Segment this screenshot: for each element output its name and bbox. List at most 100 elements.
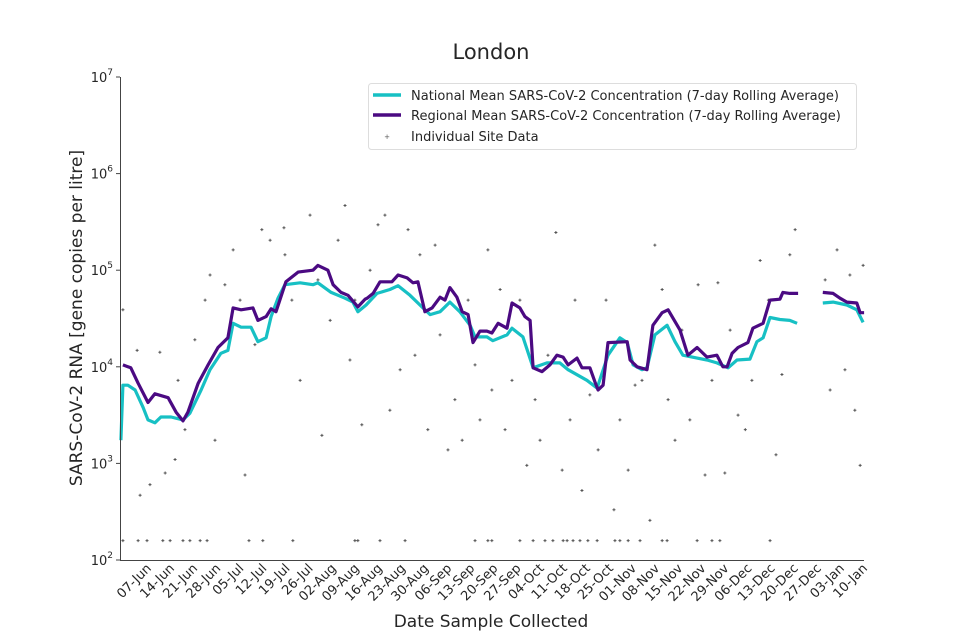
site-data-point	[510, 378, 514, 382]
site-data-point	[666, 398, 670, 402]
site-data-point	[595, 539, 599, 543]
site-data-point	[268, 238, 272, 242]
site-data-point	[604, 298, 608, 302]
site-data-point	[538, 438, 542, 442]
site-data-point	[486, 248, 490, 252]
site-data-point	[298, 378, 302, 382]
lines-layer	[119, 263, 865, 441]
site-data-point	[565, 539, 569, 543]
site-data-point	[348, 358, 352, 362]
site-data-point	[376, 223, 380, 227]
chart-title: London	[453, 40, 530, 64]
y-tick-label: 106	[91, 165, 114, 183]
site-data-point	[316, 278, 320, 282]
site-data-point	[858, 463, 862, 467]
site-data-point	[135, 348, 139, 352]
site-data-point	[613, 539, 617, 543]
site-data-point	[238, 298, 242, 302]
site-data-point	[356, 539, 360, 543]
site-data-point	[176, 378, 180, 382]
site-data-point	[596, 448, 600, 452]
site-data-point	[148, 483, 152, 487]
site-data-point	[231, 248, 235, 252]
regional-mean-line	[822, 290, 865, 315]
site-data-point	[446, 448, 450, 452]
site-data-point	[828, 388, 832, 392]
legend-regional-label: Regional Mean SARS-CoV-2 Concentration (…	[411, 109, 841, 124]
site-data-point	[290, 298, 294, 302]
site-data-point	[618, 539, 622, 543]
site-data-point	[750, 378, 754, 382]
site-data-point	[353, 539, 357, 543]
site-data-point	[743, 428, 747, 432]
site-data-point	[554, 231, 558, 235]
site-data-point	[688, 418, 692, 422]
legend-site-label: Individual Site Data	[411, 130, 539, 145]
site-data-point	[638, 539, 642, 543]
site-data-point	[640, 378, 644, 382]
site-data-point	[861, 263, 865, 267]
y-tick-exponent: 3	[107, 454, 113, 464]
site-data-point	[168, 539, 172, 543]
site-data-point	[486, 539, 490, 543]
regional-mean-line	[122, 263, 799, 423]
site-data-point	[403, 539, 407, 543]
legend-site-marker: +	[384, 133, 390, 141]
x-ticks: 07-Jun14-Jun21-Jun28-Jun05-Jul12-Jul19-J…	[114, 561, 871, 605]
y-tick-base: 10	[91, 554, 108, 569]
site-data-point	[660, 539, 664, 543]
y-tick-exponent: 7	[107, 68, 113, 78]
site-data-point	[478, 418, 482, 422]
site-data-point	[665, 539, 669, 543]
site-data-point	[673, 438, 677, 442]
site-data-point	[703, 473, 707, 477]
site-data-point	[368, 268, 372, 272]
site-data-point	[383, 213, 387, 217]
site-data-point	[518, 539, 522, 543]
site-data-point	[243, 473, 247, 477]
site-data-point	[626, 539, 630, 543]
site-data-point	[291, 539, 295, 543]
site-data-point	[121, 539, 125, 543]
site-data-point	[543, 539, 547, 543]
y-tick-exponent: 4	[107, 358, 113, 368]
site-data-point	[573, 298, 577, 302]
site-data-point	[336, 238, 340, 242]
site-data-point	[136, 539, 140, 543]
site-data-point	[343, 203, 347, 207]
y-tick-exponent: 5	[107, 261, 113, 271]
y-tick-base: 10	[91, 71, 108, 86]
site-data-point	[586, 539, 590, 543]
y-axis-label: SARS-CoV-2 RNA [gene copies per litre]	[67, 150, 87, 486]
site-data-point	[198, 539, 202, 543]
site-data-point	[188, 539, 192, 543]
site-data-point	[121, 308, 125, 312]
y-tick-label: 104	[91, 358, 114, 376]
site-data-point	[723, 471, 727, 475]
site-data-point	[531, 539, 535, 543]
site-data-point	[378, 539, 382, 543]
y-tick-base: 10	[91, 168, 108, 183]
site-data-point	[710, 378, 714, 382]
legend: National Mean SARS-CoV-2 Concentration (…	[368, 83, 857, 150]
x-axis-label: Date Sample Collected	[394, 612, 589, 632]
national-mean-line	[822, 300, 865, 324]
y-tick-exponent: 6	[107, 165, 113, 175]
site-data-point	[413, 353, 417, 357]
site-data-point	[328, 318, 332, 322]
site-data-point	[433, 243, 437, 247]
site-data-point	[618, 418, 622, 422]
site-data-point	[438, 333, 442, 337]
site-data-point	[466, 298, 470, 302]
site-data-point	[612, 508, 616, 512]
site-data-point	[568, 418, 572, 422]
site-data-point	[518, 298, 522, 302]
site-data-point	[774, 453, 778, 457]
site-data-point	[653, 243, 657, 247]
site-data-point	[768, 539, 772, 543]
site-data-point	[283, 253, 287, 257]
site-data-point	[261, 539, 265, 543]
site-data-point	[718, 539, 722, 543]
